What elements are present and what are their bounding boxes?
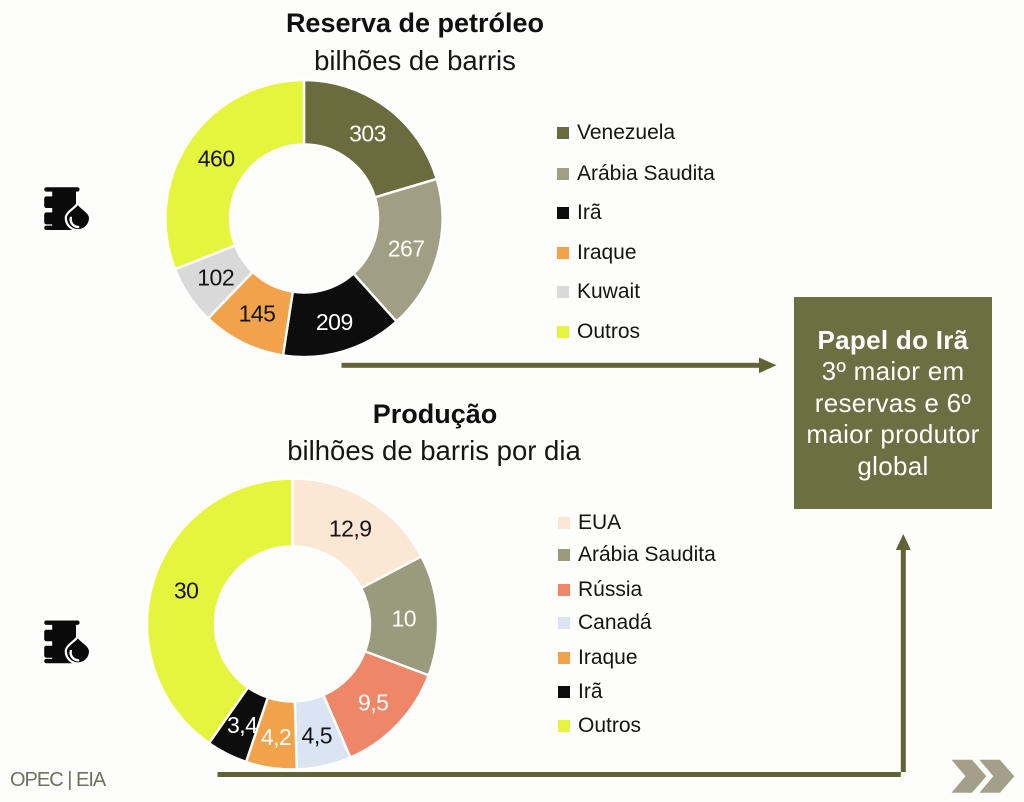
svg-text:3,4: 3,4 bbox=[227, 712, 258, 738]
svg-text:9,5: 9,5 bbox=[358, 689, 388, 715]
svg-text:267: 267 bbox=[388, 235, 425, 261]
svg-text:12,9: 12,9 bbox=[329, 516, 372, 542]
svg-text:4,2: 4,2 bbox=[261, 724, 291, 750]
svg-text:209: 209 bbox=[316, 309, 353, 335]
svg-text:4,5: 4,5 bbox=[302, 723, 332, 749]
svg-text:460: 460 bbox=[198, 146, 235, 172]
svg-text:303: 303 bbox=[349, 120, 386, 146]
svg-text:10: 10 bbox=[392, 606, 417, 632]
svg-text:102: 102 bbox=[197, 265, 234, 291]
svg-text:30: 30 bbox=[174, 577, 199, 603]
svg-text:145: 145 bbox=[239, 301, 276, 327]
